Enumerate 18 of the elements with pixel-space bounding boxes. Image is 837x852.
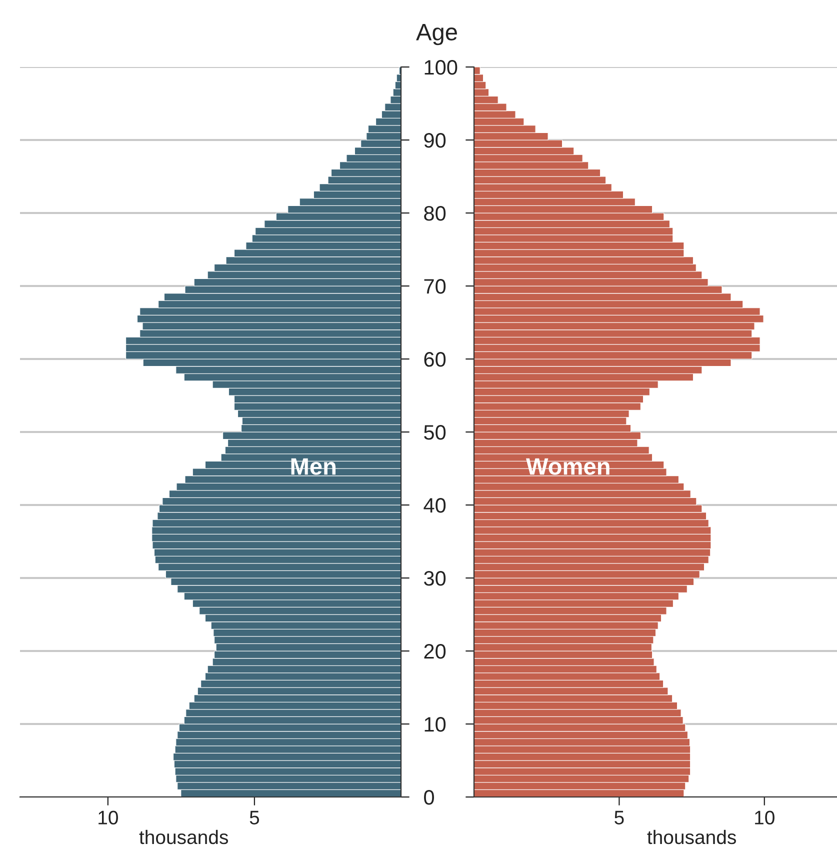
y-tick-label: 80: [424, 206, 446, 221]
y-tick-label: 40: [424, 498, 446, 513]
y-tick-label: 50: [424, 425, 446, 440]
x-tick-label: 10: [755, 810, 774, 824]
y-tick-label: 70: [424, 279, 446, 294]
y-tick-label: 20: [424, 644, 446, 659]
x-tick-label: 5: [614, 810, 624, 824]
y-tick-label: 100: [424, 60, 458, 75]
y-tick-label: 30: [424, 571, 446, 586]
y-tick-label: 60: [424, 352, 446, 367]
y-tick-label: 90: [424, 133, 446, 148]
x-tick-label: 10: [98, 810, 118, 824]
x-axis-title: thousands: [139, 830, 228, 844]
y-tick-label: 0: [424, 790, 434, 805]
y-tick-label: 10: [424, 717, 446, 732]
x-tick-label: 5: [250, 810, 260, 824]
y-axis-title: Age: [416, 24, 457, 46]
x-axis-title: thousands: [647, 830, 736, 844]
